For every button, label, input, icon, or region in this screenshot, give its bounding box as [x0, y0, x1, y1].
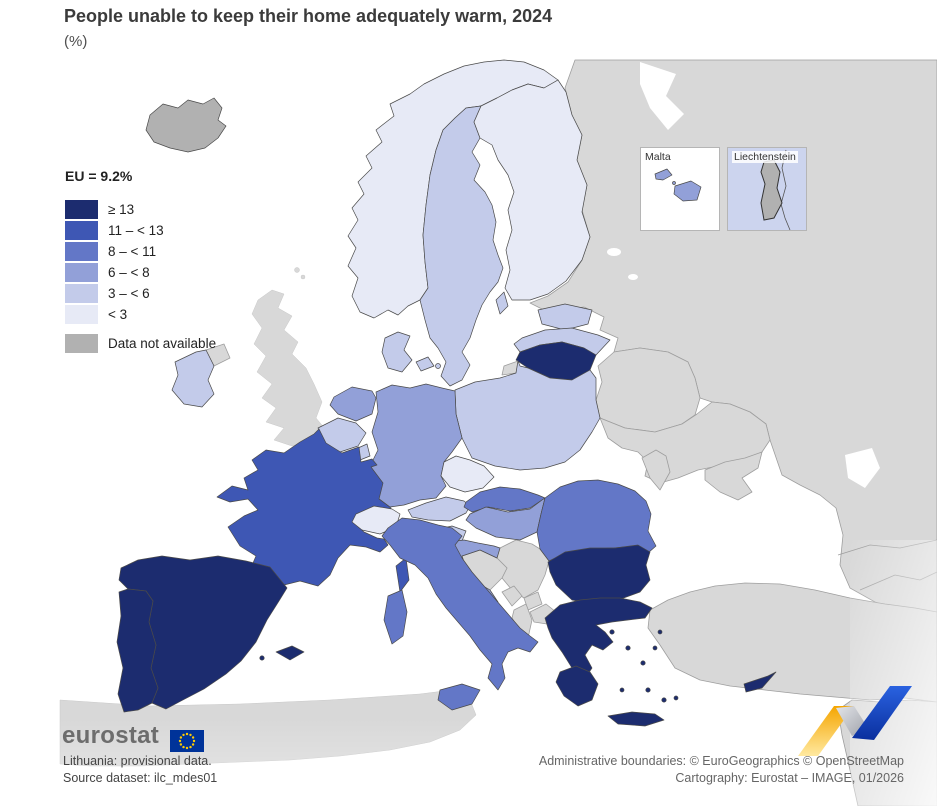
country-iceland — [145, 97, 227, 153]
country-malta — [654, 168, 702, 202]
footnote-line: Source dataset: ilc_mdes01 — [63, 770, 218, 785]
legend-label: 11 – < 13 — [108, 223, 164, 238]
crimea — [704, 451, 763, 501]
country-estonia — [537, 303, 593, 331]
image-logo-blue-ribbon — [852, 686, 912, 740]
legend-row: 6 – < 8 — [65, 263, 216, 282]
eu-flag-icon — [170, 730, 204, 752]
country-netherlands — [329, 386, 377, 422]
inset-malta-label: Malta — [645, 151, 671, 163]
legend: EU = 9.2% ≥ 13 11 – < 13 8 – < 11 6 – < … — [65, 168, 216, 355]
eu-countries — [116, 59, 777, 727]
image-logo — [798, 686, 912, 756]
page-title: People unable to keep their home adequat… — [64, 6, 553, 26]
legend-row: < 3 — [65, 305, 216, 324]
non-eu-land — [59, 59, 937, 806]
country-romania — [536, 479, 657, 562]
country-portugal — [116, 588, 159, 713]
lake-ladoga — [607, 248, 621, 256]
country-moldova — [641, 449, 671, 491]
legend-row: 3 – < 6 — [65, 284, 216, 303]
country-italy — [381, 517, 539, 711]
country-poland — [454, 360, 601, 471]
legend-row: 8 – < 11 — [65, 242, 216, 261]
eu-average-label: EU = 9.2% — [65, 168, 133, 184]
country-cyprus — [743, 671, 777, 693]
country-czechia — [440, 455, 495, 493]
sea-of-azov — [845, 448, 880, 488]
credit-line: Cartography: Eurostat – IMAGE, 01/2026 — [675, 770, 904, 785]
legend-label: 6 – < 8 — [108, 265, 150, 280]
corsica — [395, 557, 410, 593]
legend-swatch-3-6 — [65, 284, 98, 303]
footnotes: Lithuania: provisional data. Source data… — [63, 753, 217, 786]
country-ireland — [171, 349, 215, 408]
legend-swatch-11-13 — [65, 221, 98, 240]
image-logo-yellow-ribbon — [798, 706, 854, 756]
legend-label: < 3 — [108, 307, 128, 322]
credit-line: Administrative boundaries: © EuroGeograp… — [538, 754, 904, 768]
page-subtitle: (%) — [64, 33, 88, 50]
legend-swatch-no-data — [65, 334, 98, 353]
legend-swatch-ge13 — [65, 200, 98, 219]
country-belarus — [595, 347, 701, 433]
inset-liechtenstein: Liechtenstein — [727, 147, 807, 231]
legend-row: 11 – < 13 — [65, 221, 216, 240]
legend-swatch-8-11 — [65, 242, 98, 261]
inset-liechtenstein-label: Liechtenstein — [732, 151, 798, 163]
gotland — [495, 291, 509, 315]
legend-label: Data not available — [108, 336, 217, 351]
corner-fade — [850, 540, 937, 806]
country-germany — [369, 383, 463, 508]
lake-onega — [628, 274, 638, 280]
country-sweden — [419, 105, 504, 387]
country-bulgaria — [547, 544, 651, 605]
country-greece — [544, 597, 679, 727]
country-denmark — [381, 331, 441, 373]
inset-malta: Malta — [640, 147, 720, 231]
credits: Administrative boundaries: © EuroGeograp… — [539, 753, 904, 786]
legend-label: 8 – < 11 — [108, 244, 157, 259]
legend-label: ≥ 13 — [108, 202, 135, 217]
legend-swatch-6-8 — [65, 263, 98, 282]
legend-row: ≥ 13 — [65, 200, 216, 219]
country-finland — [473, 79, 591, 301]
legend-row-no-data: Data not available — [65, 334, 216, 353]
eurostat-logo: eurostat — [62, 722, 160, 749]
africa-fade — [55, 718, 485, 806]
liechtenstein-border-line — [780, 149, 791, 230]
legend-label: 3 – < 6 — [108, 286, 150, 301]
liechtenstein-inset-map — [760, 149, 791, 230]
malta-inset-map — [654, 168, 702, 202]
country-united-kingdom — [251, 289, 327, 447]
legend-swatch-lt3 — [65, 305, 98, 324]
country-montenegro — [501, 585, 523, 607]
shetland-islands — [294, 267, 306, 280]
country-liechtenstein — [760, 159, 783, 221]
balearic-islands — [259, 645, 305, 661]
white-sea — [640, 62, 684, 130]
footnote-line: Lithuania: provisional data. — [63, 754, 212, 768]
